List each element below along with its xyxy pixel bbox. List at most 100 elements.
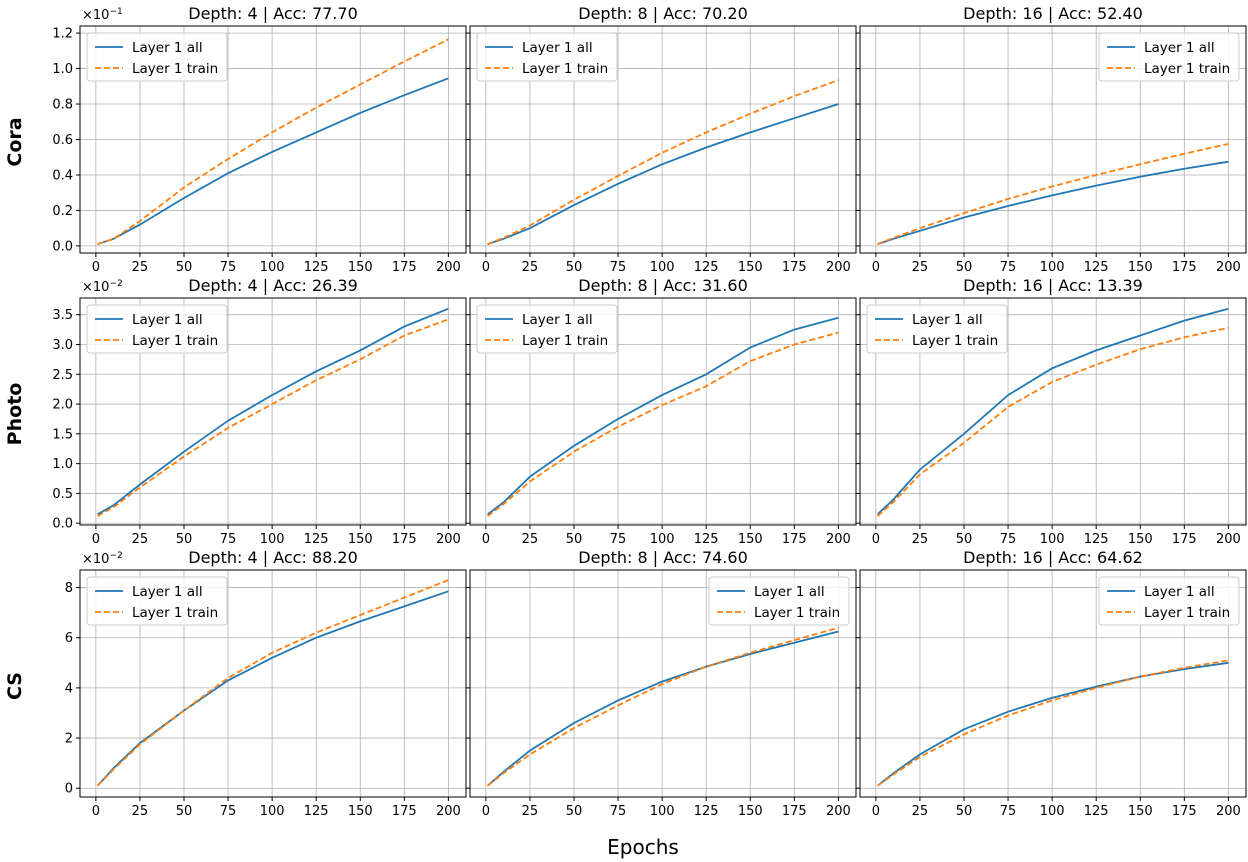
- legend-label: Layer 1 all: [1144, 40, 1215, 56]
- legend-box: [476, 304, 618, 354]
- x-tick-label: 125: [694, 804, 719, 819]
- series-line-train: [96, 579, 449, 787]
- x-tick-label: 200: [436, 532, 461, 547]
- x-tick-label: 25: [522, 260, 539, 275]
- x-tick-label: 200: [1216, 532, 1241, 547]
- x-tick-label: 0: [872, 532, 880, 547]
- x-tick-label: 0: [872, 260, 880, 275]
- legend-label: Layer 1 train: [522, 61, 608, 77]
- subplot-2-1: 0 25 50 75 100 125 150 175 200 Depth: 8 | Acc: 74…: [466, 548, 857, 819]
- y-tick-label: 6: [65, 631, 73, 646]
- legend-box: [708, 576, 850, 626]
- y-scale-label: ×10−2: [82, 551, 123, 567]
- x-tick-label: 50: [956, 532, 973, 547]
- subplot-title: Depth: 8 | Acc: 31.60: [578, 276, 748, 295]
- legend-label: Layer 1 train: [132, 61, 218, 77]
- series-line-train: [487, 79, 839, 245]
- series-line-train: [487, 331, 839, 517]
- legend-label: Layer 1 train: [132, 605, 218, 621]
- series-line-train: [97, 38, 449, 245]
- x-tick-label: 100: [650, 804, 675, 819]
- y-scale-label: ×10−2: [82, 279, 123, 295]
- x-tick-label: 200: [826, 804, 851, 819]
- y-tick-label: 1.2: [52, 27, 73, 42]
- x-tick-label: 50: [956, 804, 973, 819]
- x-tick-label: 125: [1084, 532, 1109, 547]
- series-line-train: [877, 143, 1229, 245]
- subplot-title: Depth: 4 | Acc: 77.70: [188, 4, 358, 23]
- legend-box: [1098, 576, 1240, 626]
- subplot-1-0: 0 25 50 75 100 125 150 175 200 0.0 0.5 1.0 1.5 2.0 2.5…: [52, 276, 467, 547]
- x-tick-label: 100: [1040, 260, 1065, 275]
- x-tick-label: 125: [1084, 804, 1109, 819]
- x-tick-label: 150: [738, 532, 763, 547]
- legend-label: Layer 1 all: [912, 312, 983, 328]
- series-line-train: [877, 659, 1229, 787]
- row-label-cora: Cora: [4, 117, 26, 166]
- series-line-all: [877, 160, 1229, 245]
- subplot-title: Depth: 16 | Acc: 64.62: [963, 548, 1143, 567]
- series-line-all: [97, 307, 449, 516]
- series-line-all: [487, 103, 839, 245]
- y-tick-label: 1.5: [52, 427, 73, 442]
- legend-label: Layer 1 train: [1144, 605, 1230, 621]
- series-line-train: [487, 626, 839, 787]
- x-tick-label: 200: [436, 260, 461, 275]
- legend-label: Layer 1 train: [132, 333, 218, 349]
- x-tick-label: 100: [650, 532, 675, 547]
- x-tick-label: 50: [176, 804, 193, 819]
- x-tick-label: 150: [348, 804, 373, 819]
- x-tick-label: 150: [738, 260, 763, 275]
- x-tick-label: 200: [826, 532, 851, 547]
- x-tick-label: 75: [220, 532, 237, 547]
- legend-label: Layer 1 train: [522, 333, 608, 349]
- subplot-1-1: 0 25 50 75 100 125 150 175 200 Depth: 8 | Acc: 31…: [466, 276, 857, 547]
- subplot-0-2: 0 25 50 75 100 125 150 175 200 Depth: 16 | Acc: 5…: [856, 4, 1247, 275]
- y-tick-label: 0.5: [52, 487, 73, 502]
- y-tick-label: 2.0: [52, 398, 73, 413]
- legend-label: Layer 1 train: [754, 605, 840, 621]
- series-line-all: [487, 630, 839, 787]
- x-tick-label: 50: [956, 260, 973, 275]
- x-tick-label: 100: [1040, 804, 1065, 819]
- row-label-photo: Photo: [4, 383, 26, 446]
- subplot-title: Depth: 4 | Acc: 26.39: [188, 276, 358, 295]
- series-line-all: [876, 307, 1229, 515]
- axes-frame: [469, 297, 857, 526]
- x-tick-label: 25: [132, 532, 149, 547]
- subplot-2-0: 0 25 50 75 100 125 150 175 200 0 2 4 6 8 Depth: 4 | Ac…: [65, 548, 467, 819]
- legend-label: Layer 1 train: [1144, 61, 1230, 77]
- x-tick-label: 0: [872, 804, 880, 819]
- legend-label: Layer 1 all: [1144, 584, 1215, 600]
- x-tick-label: 0: [92, 804, 100, 819]
- axes-frame: [859, 297, 1247, 526]
- x-tick-label: 100: [650, 260, 675, 275]
- x-tick-label: 175: [392, 260, 417, 275]
- legend: Layer 1 all Layer 1 train: [86, 304, 228, 354]
- x-tick-label: 25: [132, 804, 149, 819]
- subplot-title: Depth: 16 | Acc: 52.40: [963, 4, 1143, 23]
- y-tick-label: 0.8: [52, 98, 73, 113]
- x-tick-label: 100: [260, 804, 285, 819]
- x-tick-label: 175: [1172, 804, 1197, 819]
- legend-box: [476, 32, 618, 82]
- x-tick-label: 175: [782, 260, 807, 275]
- x-tick-label: 75: [610, 260, 627, 275]
- axes-frame: [469, 569, 857, 798]
- x-tick-label: 25: [132, 260, 149, 275]
- y-tick-label: 2: [65, 732, 73, 747]
- x-tick-label: 75: [610, 532, 627, 547]
- x-tick-label: 50: [566, 260, 583, 275]
- legend-box: [866, 304, 1008, 354]
- x-tick-label: 0: [482, 260, 490, 275]
- x-tick-label: 50: [176, 532, 193, 547]
- y-tick-label: 0.0: [52, 239, 73, 254]
- x-tick-label: 25: [522, 532, 539, 547]
- x-tick-label: 150: [348, 532, 373, 547]
- legend: Layer 1 all Layer 1 train: [866, 304, 1008, 354]
- subplot-0-0: 0 25 50 75 100 125 150 175 200 0.0 0.2 0.4 0.6 0.8 1.0…: [52, 4, 467, 275]
- y-tick-label: 1.0: [52, 457, 73, 472]
- y-tick-label: 0.6: [52, 133, 73, 148]
- series-line-train: [876, 326, 1229, 517]
